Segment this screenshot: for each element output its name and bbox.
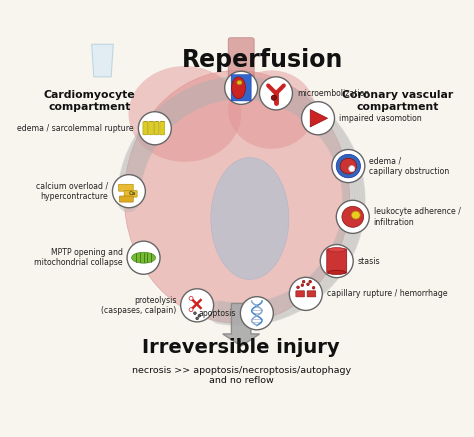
Circle shape — [138, 112, 171, 145]
Ellipse shape — [336, 154, 361, 178]
Circle shape — [320, 245, 353, 277]
Ellipse shape — [342, 206, 364, 227]
Circle shape — [181, 289, 214, 322]
FancyBboxPatch shape — [119, 196, 133, 202]
Ellipse shape — [340, 158, 356, 174]
Ellipse shape — [132, 252, 155, 263]
Circle shape — [301, 102, 335, 135]
Ellipse shape — [228, 70, 315, 149]
Ellipse shape — [198, 315, 201, 317]
Text: microembolization: microembolization — [297, 89, 369, 98]
FancyBboxPatch shape — [327, 249, 346, 273]
Polygon shape — [310, 110, 328, 127]
Text: Irreversible injury: Irreversible injury — [142, 337, 340, 357]
Ellipse shape — [297, 286, 299, 288]
Ellipse shape — [328, 248, 346, 252]
Text: Reperfusion: Reperfusion — [182, 48, 344, 72]
Circle shape — [127, 241, 160, 274]
Circle shape — [260, 77, 292, 110]
Ellipse shape — [312, 286, 315, 289]
Ellipse shape — [211, 157, 289, 280]
Ellipse shape — [124, 70, 349, 323]
Ellipse shape — [328, 270, 346, 274]
Ellipse shape — [194, 312, 196, 315]
Ellipse shape — [128, 66, 241, 162]
Ellipse shape — [196, 317, 199, 320]
Ellipse shape — [302, 281, 305, 283]
Text: stasis: stasis — [357, 257, 380, 266]
Circle shape — [336, 200, 369, 233]
Ellipse shape — [349, 166, 355, 172]
Text: edema / sarcolemmal rupture: edema / sarcolemmal rupture — [18, 124, 134, 133]
Circle shape — [240, 297, 273, 330]
FancyBboxPatch shape — [296, 291, 304, 297]
FancyBboxPatch shape — [148, 122, 153, 135]
FancyBboxPatch shape — [160, 122, 164, 135]
Ellipse shape — [309, 281, 311, 283]
FancyArrow shape — [223, 303, 260, 346]
FancyBboxPatch shape — [307, 291, 316, 297]
Text: Coronary vascular
compartment: Coronary vascular compartment — [342, 90, 453, 112]
Ellipse shape — [189, 308, 193, 312]
Ellipse shape — [232, 77, 246, 99]
Text: Ca: Ca — [129, 191, 136, 196]
Ellipse shape — [189, 296, 193, 300]
FancyBboxPatch shape — [154, 122, 159, 135]
Circle shape — [332, 149, 365, 183]
Text: apoptosis: apoptosis — [199, 309, 236, 318]
Ellipse shape — [301, 284, 304, 286]
FancyBboxPatch shape — [124, 191, 137, 197]
Ellipse shape — [307, 283, 309, 285]
Ellipse shape — [237, 80, 242, 85]
Polygon shape — [91, 44, 113, 77]
Circle shape — [225, 71, 258, 104]
FancyBboxPatch shape — [118, 184, 133, 191]
Text: MPTP opening and
mitochondrial collapse: MPTP opening and mitochondrial collapse — [34, 248, 123, 267]
Text: calcium overload /
hypercontracture: calcium overload / hypercontracture — [36, 181, 108, 201]
FancyBboxPatch shape — [228, 38, 254, 99]
Circle shape — [289, 277, 322, 310]
Text: necrosis >> apoptosis/necroptosis/autophagy
and no reflow: necrosis >> apoptosis/necroptosis/autoph… — [132, 366, 351, 385]
Text: impaired vasomotion: impaired vasomotion — [339, 114, 421, 123]
Text: capillary rupture / hemorrhage: capillary rupture / hemorrhage — [327, 289, 447, 298]
Text: edema /
capillary obstruction: edema / capillary obstruction — [369, 156, 449, 176]
Text: proteolysis
(caspases, calpain): proteolysis (caspases, calpain) — [101, 296, 176, 315]
Ellipse shape — [271, 95, 276, 101]
FancyBboxPatch shape — [231, 75, 251, 101]
Text: Cardiomyocyte
compartment: Cardiomyocyte compartment — [44, 90, 135, 112]
Text: leukocyte adherence /
infiltration: leukocyte adherence / infiltration — [374, 207, 460, 226]
Circle shape — [112, 175, 146, 208]
Ellipse shape — [351, 211, 360, 219]
FancyBboxPatch shape — [143, 122, 148, 135]
